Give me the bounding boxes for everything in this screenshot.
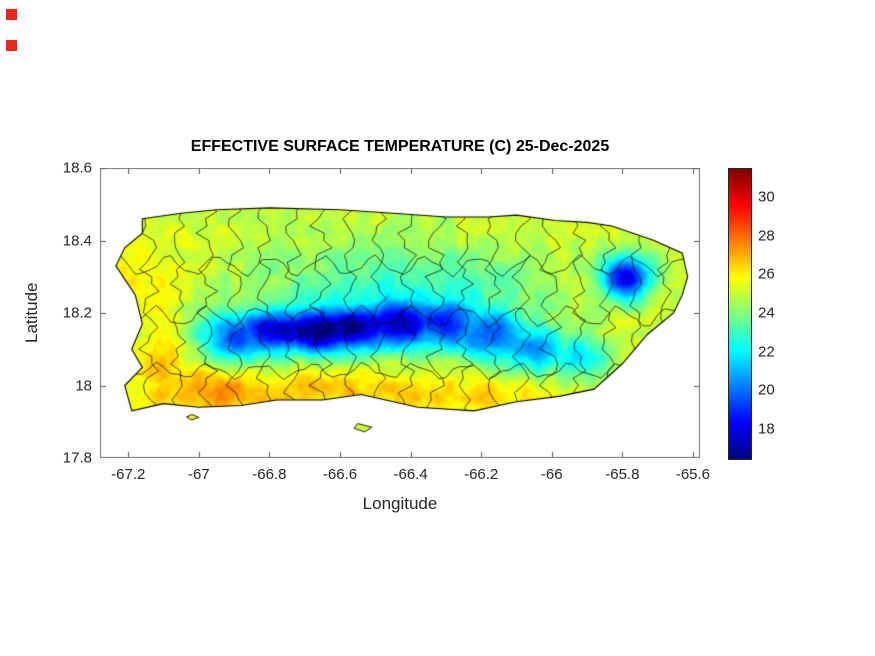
red-marker-bottom xyxy=(6,40,17,51)
y-tick-label: 18.6 xyxy=(62,159,92,177)
colorbar xyxy=(728,168,752,460)
x-tick-label: -65.6 xyxy=(675,466,711,483)
red-marker-top xyxy=(6,9,17,20)
colorbar-tick-label: 20 xyxy=(758,381,775,399)
x-tick-label: -65.8 xyxy=(605,466,640,483)
y-tick-label: 18 xyxy=(75,377,92,394)
x-tick-label: -66 xyxy=(540,466,563,483)
x-tick-label: -66.6 xyxy=(322,466,358,483)
x-tick-label: -67 xyxy=(187,466,210,483)
y-tick-label: 18.2 xyxy=(62,304,92,322)
colorbar-tick-label: 26 xyxy=(758,265,775,283)
chart-title: EFFECTIVE SURFACE TEMPERATURE (C) 25-Dec… xyxy=(190,138,610,155)
x-tick-label: -67.2 xyxy=(111,466,146,483)
colorbar-tick-label: 22 xyxy=(758,343,775,361)
x-tick-label: -66.2 xyxy=(464,466,499,483)
colorbar-tick-label: 24 xyxy=(758,304,775,322)
colorbar-tick-label: 18 xyxy=(758,420,775,438)
y-tick-label: 17.8 xyxy=(62,449,92,467)
colorbar-tick-label: 30 xyxy=(758,188,775,206)
x-axis-label: Longitude xyxy=(362,494,438,513)
x-tick-label: -66.4 xyxy=(393,466,428,483)
y-tick-label: 18.4 xyxy=(62,232,92,249)
colorbar-tick-label: 28 xyxy=(758,227,775,245)
x-tick-label: -66.8 xyxy=(252,466,287,483)
temperature-heatmap xyxy=(100,168,700,458)
